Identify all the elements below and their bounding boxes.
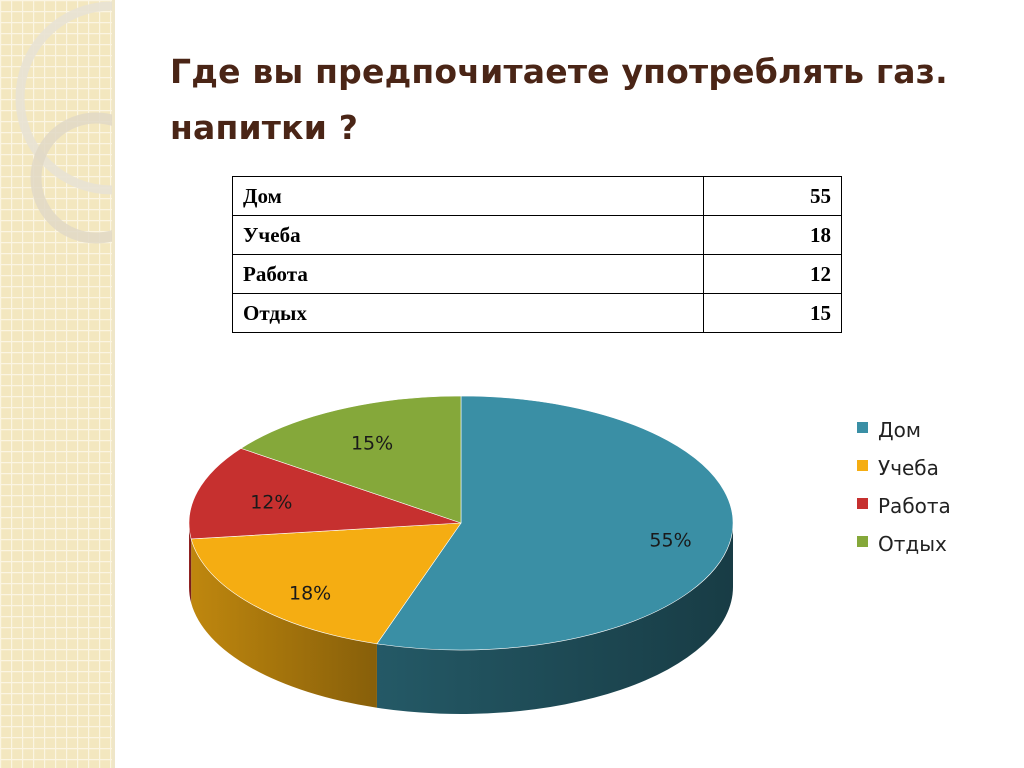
pie-chart: 55% 18% 12% 15% Дом Учеба Работа Отдых — [188, 395, 951, 714]
legend-swatch — [857, 460, 868, 471]
table-row: Дом 55 — [232, 176, 842, 216]
data-label: 18% — [289, 582, 331, 604]
table-row: Отдых 15 — [232, 293, 842, 333]
table-row: Учеба 18 — [232, 215, 842, 255]
pie-slice-side — [189, 523, 192, 603]
table-cell-label: Работа — [232, 254, 704, 294]
pie-slice-Учеба — [190, 522, 462, 645]
slide-title: Где вы предпочитаете употреблять газ. на… — [170, 52, 948, 147]
legend-label: Учеба — [878, 456, 939, 480]
table-cell-value: 55 — [703, 176, 842, 216]
legend-label: Отдых — [878, 532, 947, 556]
table-cell-value: 15 — [703, 293, 842, 333]
table-cell-label: Учеба — [232, 215, 704, 255]
table-cell-value: 12 — [703, 254, 842, 294]
table-row: Работа 12 — [232, 254, 842, 294]
legend-swatch — [857, 422, 868, 433]
legend-swatch — [857, 498, 868, 509]
data-label: 12% — [250, 491, 292, 513]
pie-slice-Отдых — [240, 395, 462, 524]
pie-slice-side — [191, 538, 377, 708]
table-cell-label: Отдых — [232, 293, 704, 333]
data-table: Дом 55 Учеба 18 Работа 12 Отдых 15 — [232, 176, 842, 333]
pie-slice-Дом — [376, 395, 734, 651]
data-label: 55% — [649, 529, 691, 551]
decorative-ring-large — [15, 1, 112, 195]
table-cell-value: 18 — [703, 215, 842, 255]
sidebar-edge — [112, 0, 115, 768]
data-label: 15% — [351, 433, 393, 455]
pie-slice-side — [376, 523, 734, 714]
legend-label: Работа — [878, 494, 951, 518]
decorative-sidebar — [0, 0, 112, 768]
legend-swatch — [857, 536, 868, 547]
table-cell-label: Дом — [232, 176, 704, 216]
decorative-ring-small — [30, 112, 112, 244]
pie-slice-Работа — [188, 448, 462, 540]
legend-label: Дом — [878, 418, 921, 442]
